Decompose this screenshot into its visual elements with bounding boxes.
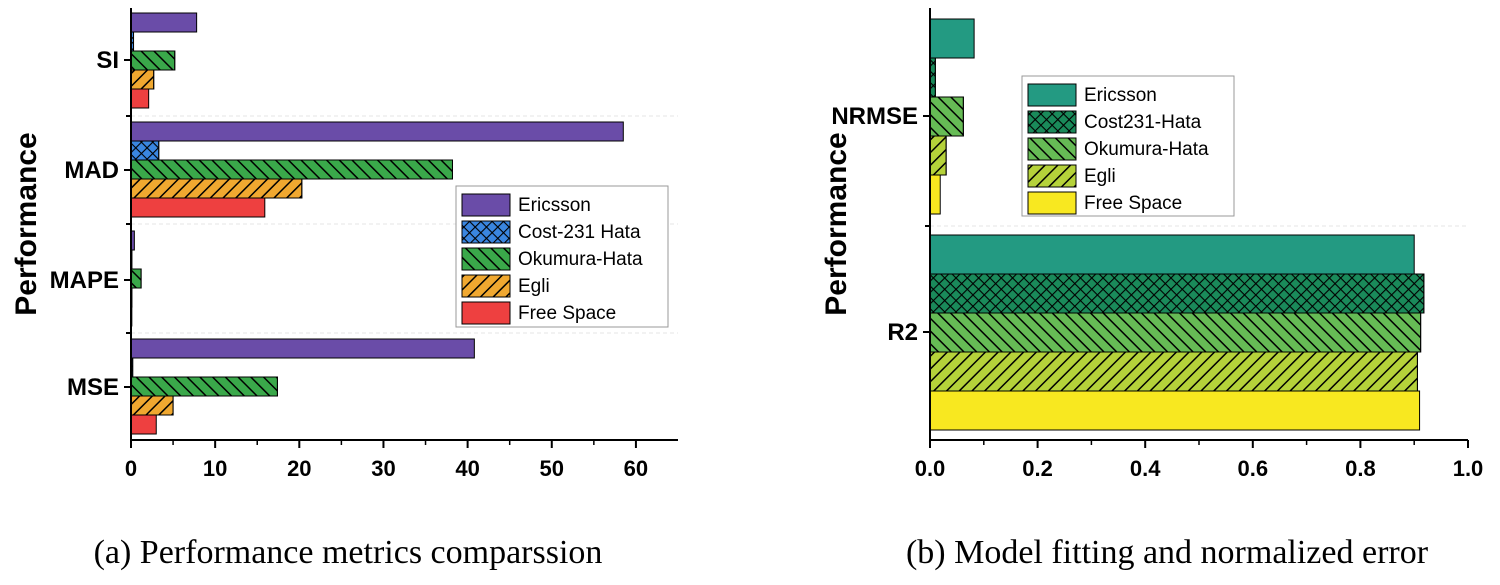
category-label-si: SI bbox=[96, 47, 119, 74]
legend-label-egli: Egli bbox=[1084, 166, 1116, 187]
legend-swatch-ericsson bbox=[1027, 83, 1077, 107]
x-tick-label-0: 0 bbox=[125, 456, 137, 481]
chart-performance-metrics: SI MAD MAPE MSE 0 10 20 30 40 50 60 Performance Eric… bbox=[10, 8, 678, 481]
bar-hatch-mad-egli bbox=[130, 178, 303, 199]
legend: Ericsson Cost231-Hata Okumura-Hata Egli Free… bbox=[1021, 75, 1235, 217]
legend-swatch-hatch-egli bbox=[1027, 164, 1077, 188]
caption-b: (b) Model fitting and normalized error bbox=[906, 534, 1429, 571]
bar-hatch-r2-cost231-hata bbox=[929, 273, 1425, 314]
x-tick-label-0-0: 0.0 bbox=[915, 456, 946, 481]
x-tick-label-30: 30 bbox=[371, 456, 395, 481]
bar-mad-free-space bbox=[130, 197, 266, 218]
category-label-mse: MSE bbox=[67, 374, 119, 401]
bar-nrmse-free-space bbox=[929, 174, 941, 215]
category-label-mape: MAPE bbox=[50, 267, 119, 294]
legend-label-ericsson: Ericsson bbox=[1084, 85, 1157, 106]
bar-hatch-mad-okumura-hata bbox=[130, 159, 453, 180]
bar-hatch-r2-egli bbox=[929, 351, 1418, 392]
x-tick-label-0-6: 0.6 bbox=[1238, 456, 1269, 481]
x-tick-label-0-2: 0.2 bbox=[1022, 456, 1053, 481]
legend-swatch-hatch-cost231-hata bbox=[1027, 110, 1077, 134]
bar-hatch-si-okumura-hata bbox=[130, 50, 176, 71]
legend-label-egli: Egli bbox=[518, 276, 550, 297]
x-tick-label-40: 40 bbox=[455, 456, 479, 481]
x-tick-label-10: 10 bbox=[203, 456, 227, 481]
bar-mad-ericsson bbox=[130, 121, 624, 142]
legend-swatch-free-space bbox=[461, 301, 511, 325]
bar-si-free-space bbox=[130, 88, 150, 109]
bar-mse-free-space bbox=[130, 414, 157, 435]
legend-swatch-hatch-okumura-hata bbox=[1027, 137, 1077, 161]
x-tick-label-1-0: 1.0 bbox=[1453, 456, 1484, 481]
bar-hatch-nrmse-okumura-hata bbox=[929, 96, 964, 137]
legend: Ericsson Cost-231 Hata Okumura-Hata Egli Fre… bbox=[455, 185, 669, 328]
category-label-r2: R2 bbox=[887, 319, 918, 346]
bar-r2-ericsson bbox=[929, 234, 1415, 275]
y-axis-label: Performance bbox=[820, 132, 853, 315]
bar-si-ericsson bbox=[130, 12, 198, 33]
bar-r2-free-space bbox=[929, 390, 1421, 431]
legend-swatch-hatch-cost-231-hata bbox=[461, 220, 511, 244]
legend-swatch-hatch-okumura-hata bbox=[461, 247, 511, 271]
legend-label-free-space: Free Space bbox=[1084, 193, 1182, 214]
bar-nrmse-ericsson bbox=[929, 18, 975, 59]
legend-label-cost231-hata: Cost231-Hata bbox=[1084, 112, 1202, 133]
y-axis-label: Performance bbox=[10, 132, 43, 315]
legend-label-free-space: Free Space bbox=[518, 303, 616, 324]
legend-swatch-free-space bbox=[1027, 191, 1077, 215]
chart-model-fitting: NRMSE R2 0.0 0.2 0.4 0.6 0.8 1.0 Performance Eric… bbox=[820, 8, 1483, 481]
x-tick-label-0-8: 0.8 bbox=[1345, 456, 1376, 481]
bar-hatch-nrmse-egli bbox=[929, 135, 947, 176]
bar-hatch-si-egli bbox=[130, 69, 155, 90]
x-tick-label-0-4: 0.4 bbox=[1130, 456, 1161, 481]
bar-hatch-mape-okumura-hata bbox=[130, 268, 142, 289]
bar-hatch-mad-cost-231-hata bbox=[130, 140, 160, 161]
legend-label-ericsson: Ericsson bbox=[518, 195, 591, 216]
legend-label-okumura-hata: Okumura-Hata bbox=[1084, 139, 1209, 160]
legend-swatch-ericsson bbox=[461, 193, 511, 217]
x-tick-label-20: 20 bbox=[287, 456, 311, 481]
legend-swatch-hatch-egli bbox=[461, 274, 511, 298]
category-label-mad: MAD bbox=[64, 157, 119, 184]
legend-label-cost-231-hata: Cost-231 Hata bbox=[518, 222, 641, 243]
legend-label-okumura-hata: Okumura-Hata bbox=[518, 249, 643, 270]
bar-mse-ericsson bbox=[130, 338, 475, 359]
bar-hatch-mse-okumura-hata bbox=[130, 376, 278, 397]
x-tick-label-60: 60 bbox=[624, 456, 648, 481]
x-tick-label-50: 50 bbox=[540, 456, 564, 481]
caption-a: (a) Performance metrics comparssion bbox=[94, 534, 603, 571]
bar-hatch-mse-egli bbox=[130, 395, 174, 416]
bar-hatch-r2-okumura-hata bbox=[929, 312, 1422, 353]
category-label-nrmse: NRMSE bbox=[831, 103, 918, 130]
